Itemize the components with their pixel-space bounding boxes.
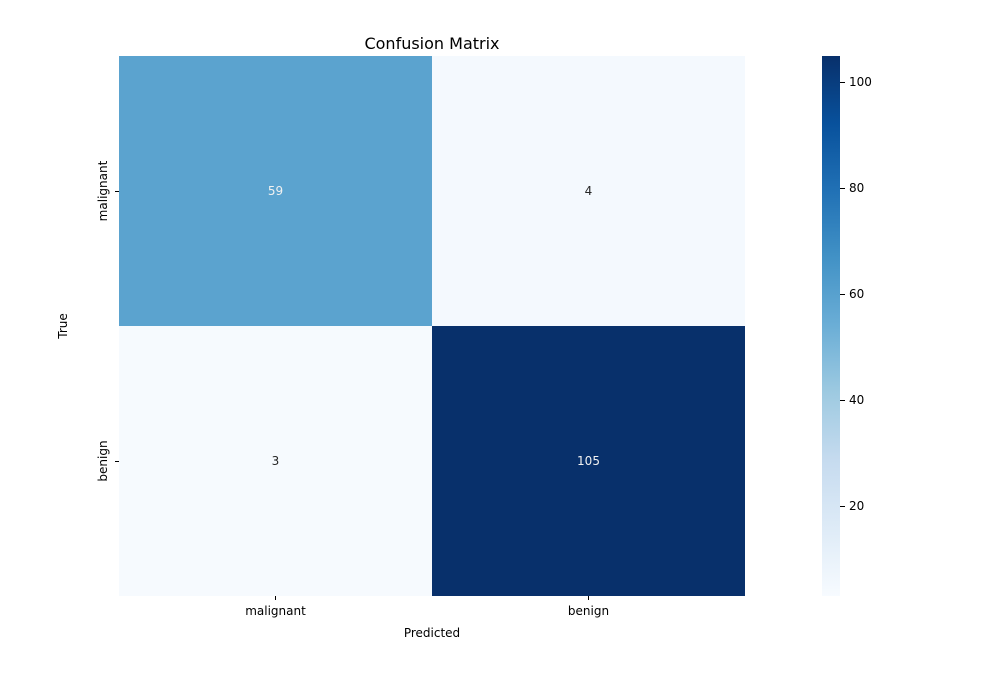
y-tick-label: malignant	[95, 131, 111, 251]
heatmap-cell: 105	[432, 326, 745, 596]
x-tick-mark	[588, 596, 589, 600]
x-tick-label: benign	[529, 604, 649, 618]
x-tick-mark	[275, 596, 276, 600]
x-tick-label: malignant	[216, 604, 336, 618]
colorbar-tick-label: 40	[849, 393, 864, 407]
colorbar-tick-mark	[840, 506, 845, 507]
colorbar-tick-mark	[840, 188, 845, 189]
y-tick-label: benign	[95, 401, 111, 521]
colorbar-tick-mark	[840, 82, 845, 83]
y-tick-mark	[115, 191, 119, 192]
colorbar-gradient	[822, 56, 840, 596]
colorbar-tick-mark	[840, 400, 845, 401]
y-axis-label: True	[55, 226, 71, 426]
chart-title: Confusion Matrix	[0, 34, 864, 53]
heatmap-cell-value: 3	[272, 454, 280, 468]
heatmap-cell: 59	[119, 56, 432, 326]
heatmap-cell: 4	[432, 56, 745, 326]
figure: Confusion Matrix 5943105 Predicted True …	[0, 0, 1000, 700]
colorbar-tick-label: 100	[849, 75, 872, 89]
heatmap-cell-value: 59	[268, 184, 283, 198]
heatmap-plot-area: 59 4 3 105	[119, 56, 745, 596]
colorbar-tick-mark	[840, 294, 845, 295]
colorbar	[822, 56, 840, 596]
x-axis-label: Predicted	[119, 626, 745, 640]
heatmap-cell-value: 105	[577, 454, 600, 468]
colorbar-tick-label: 20	[849, 499, 864, 513]
heatmap-cell: 3	[119, 326, 432, 596]
colorbar-tick-label: 80	[849, 181, 864, 195]
heatmap-cell-value: 4	[585, 184, 593, 198]
y-tick-mark	[115, 461, 119, 462]
colorbar-tick-label: 60	[849, 287, 864, 301]
